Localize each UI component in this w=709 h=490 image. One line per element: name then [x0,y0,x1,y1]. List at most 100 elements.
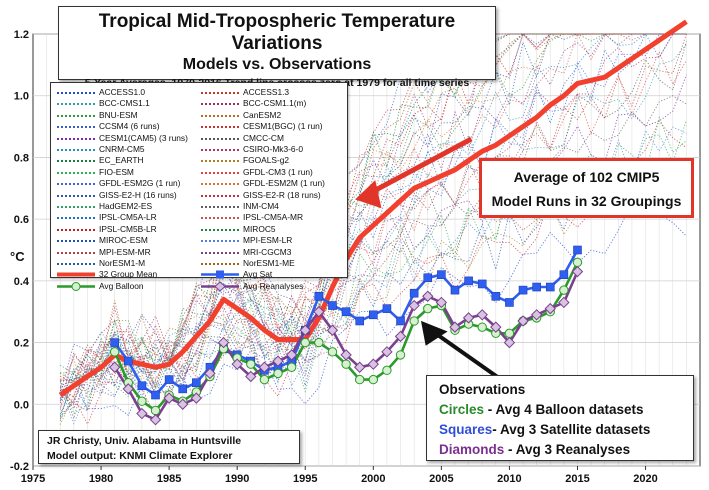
data-point-diamond [408,299,420,312]
legend-label: EC_EARTH [99,155,144,166]
legend-label: IPSL-CM5A-MR [243,212,304,223]
data-point-square [505,298,514,307]
data-point-square [559,270,569,279]
legend-line [201,228,239,231]
data-point-square [518,285,528,295]
legend-line [57,263,95,265]
data-point-square [450,285,460,295]
model-run-line [59,115,687,395]
model-run-line [59,33,687,399]
arrow-to-model-mean [374,136,473,193]
data-point-diamond [367,358,380,370]
data-point-diamond [258,361,271,373]
legend-line [201,114,239,117]
y-tick-label: 0.2 [14,338,29,350]
data-point-square [423,273,433,283]
legend-label: BCC-CSM1.1(m) [243,98,307,109]
data-point-circle [341,359,351,369]
legend-label: GFDL-CM3 (1 run) [243,166,313,177]
data-point-circle [109,347,120,357]
data-point-diamond [517,315,529,327]
data-point-square [369,310,378,320]
legend-line [201,194,239,197]
x-tick-label: 2020 [633,473,657,485]
obs-key: Diamonds [439,442,505,457]
model-run-line [59,158,687,426]
y-tick-label: 1.2 [14,29,29,41]
data-point-square [123,356,133,366]
data-point-circle [382,365,392,376]
data-point-square [164,375,174,384]
legend-label: MRI-CGCM3 [243,246,292,257]
legend-label: NorESM1-M [99,258,146,268]
legend-symbol [201,270,239,279]
model-average-annotation: Average of 102 CMIP5 Model Runs in 32 Gr… [479,158,694,218]
data-point-diamond [177,398,189,410]
arrow-head-red [355,180,382,209]
data-point-diamond [313,306,325,318]
legend-label: CCSM4 (6 runs) [99,121,160,132]
data-point-diamond [204,367,216,380]
legend-line [57,92,95,94]
x-tick-label: 1995 [293,473,317,485]
x-tick-label: 1980 [89,473,113,485]
data-point-circle [327,347,338,357]
legend-label: MPI-ESM-MR [99,246,151,257]
data-point-diamond [449,321,461,333]
legend-line [201,103,239,106]
legend-label: BCC-CMS1.1 [99,98,150,109]
x-tick-label: 1985 [157,473,181,485]
obs-line-reanalyses: Diamonds - Avg 3 Reanalyses [439,440,693,460]
model-run-line [59,33,687,425]
data-point-diamond [558,296,570,309]
legend-label: IPSL-CM5A-LR [99,212,157,223]
legend-line [57,228,95,231]
legend-label: NorESM1-ME [243,258,295,268]
data-point-diamond [422,290,434,302]
chart-title-box: Tropical Mid-Tropospheric Temperature Va… [58,6,496,89]
legend-label: GISS-E2-R (18 runs) [243,189,321,200]
legend-line [201,126,239,129]
legend-label: CESM1(BGC) (1 run) [243,121,323,132]
legend-label: Avg Sat [243,269,273,280]
data-point-circle [368,374,379,385]
data-point-circle [423,303,433,314]
data-point-circle [273,368,283,379]
data-point-diamond [490,321,502,333]
legend-label: Avg Reanalyses [243,280,304,291]
chart-title: Tropical Mid-Tropospheric Temperature Va… [98,11,456,54]
observations-heading: Observations [439,382,526,397]
data-point-square [545,282,555,292]
legend-line [201,160,239,163]
credit-line: JR Christy, Univ. Alabama in Huntsville [47,435,242,447]
avg-box-line: Average of 102 CMIP5 [513,169,660,185]
data-point-diamond [353,361,366,373]
data-point-diamond [476,309,488,321]
legend-line [201,171,239,174]
y-tick-label: 0.0 [14,399,29,411]
observations-annotation: Observations Circles - Avg 4 Balloon dat… [426,375,694,461]
model-run-line [60,33,687,387]
data-point-circle [314,337,324,348]
data-point-diamond [530,309,543,321]
legend-line [57,206,95,208]
data-point-square [396,316,405,326]
data-point-diamond [272,355,284,367]
data-point-diamond [122,383,134,395]
legend-label: FGOALS-g2 [243,155,290,166]
data-point-square [341,307,351,317]
model-run-line [59,119,687,415]
data-point-circle [286,362,297,372]
legend-line [201,183,239,186]
legend-label: ACCESS1.0 [99,87,146,97]
data-point-square [437,270,446,279]
y-tick-label: -0.2 [10,461,29,473]
legend-label: MIROC5 [243,223,276,234]
data-point-diamond [462,312,475,324]
data-point-diamond [394,330,407,343]
obs-text: - Avg 3 Reanalyses [504,442,631,457]
data-point-circle [300,337,310,348]
data-point-circle [246,359,256,369]
legend-label: CSIRO-Mk3-6-0 [243,144,304,154]
legend-label: GFDL-ESM2G (1 run) [99,178,181,189]
